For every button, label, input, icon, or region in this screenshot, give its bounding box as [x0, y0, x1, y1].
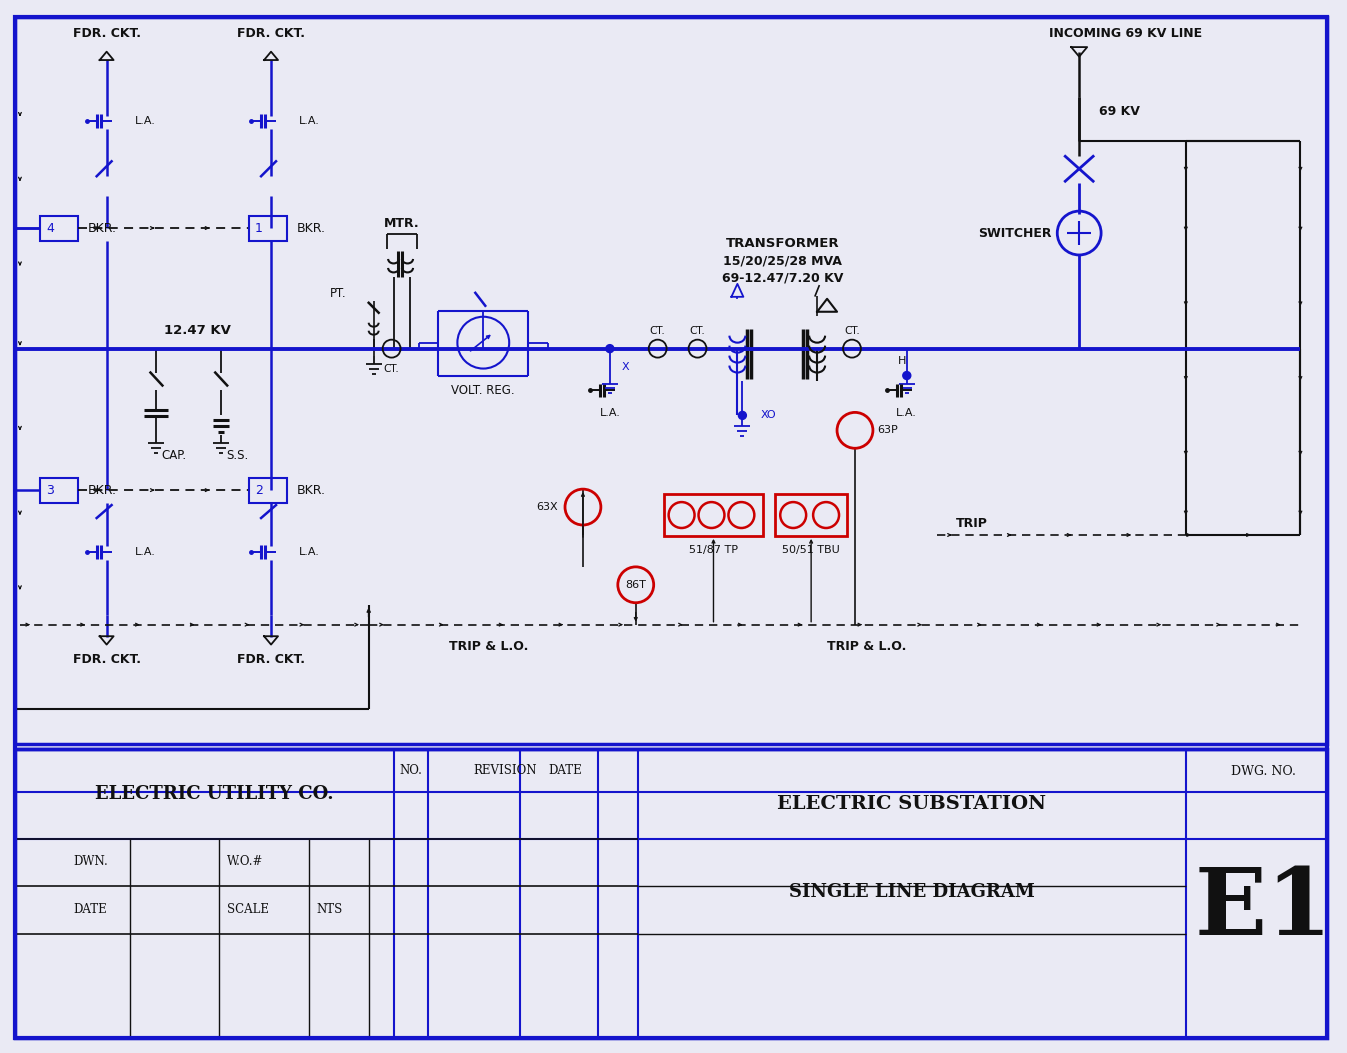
- Text: 2: 2: [255, 483, 263, 497]
- Text: BKR.: BKR.: [296, 483, 326, 497]
- Bar: [40, 216, 78, 241]
- Text: L.A.: L.A.: [599, 409, 620, 418]
- Text: L.A.: L.A.: [299, 547, 319, 557]
- Bar: [776, 494, 847, 536]
- Text: 50/51 TBU: 50/51 TBU: [783, 544, 841, 555]
- Text: CT.: CT.: [690, 325, 706, 336]
- Text: BKR.: BKR.: [296, 221, 326, 235]
- Text: ELECTRIC UTILITY CO.: ELECTRIC UTILITY CO.: [94, 786, 334, 803]
- Text: 51/87 TP: 51/87 TP: [688, 544, 738, 555]
- Text: L.A.: L.A.: [896, 409, 917, 418]
- Text: DWN.: DWN.: [74, 855, 109, 869]
- Text: 63P: 63P: [877, 425, 897, 435]
- Text: CT.: CT.: [845, 325, 859, 336]
- Text: TRANSFORMER: TRANSFORMER: [726, 237, 839, 250]
- Bar: [40, 478, 78, 503]
- Text: X: X: [622, 361, 629, 372]
- Text: DATE: DATE: [548, 763, 582, 777]
- Text: 3: 3: [46, 483, 54, 497]
- Text: 69-12.47/7.20 KV: 69-12.47/7.20 KV: [722, 272, 843, 284]
- Text: CT.: CT.: [384, 363, 400, 374]
- Text: FDR. CKT.: FDR. CKT.: [73, 27, 140, 40]
- Text: VOLT. REG.: VOLT. REG.: [451, 384, 515, 397]
- Text: FDR. CKT.: FDR. CKT.: [73, 653, 140, 667]
- Bar: [15, 17, 1327, 744]
- Text: SINGLE LINE DIAGRAM: SINGLE LINE DIAGRAM: [789, 882, 1034, 900]
- Text: ELECTRIC SUBSTATION: ELECTRIC SUBSTATION: [777, 795, 1047, 813]
- Text: NTS: NTS: [317, 903, 343, 916]
- Text: L.A.: L.A.: [135, 547, 155, 557]
- Circle shape: [606, 344, 614, 353]
- Text: SWITCHER: SWITCHER: [978, 226, 1051, 239]
- Text: TRIP: TRIP: [955, 517, 987, 530]
- Text: DWG. NO.: DWG. NO.: [1231, 764, 1296, 777]
- Text: REVISION: REVISION: [473, 763, 537, 777]
- Circle shape: [902, 372, 911, 379]
- Text: TRIP & L.O.: TRIP & L.O.: [449, 640, 528, 653]
- Text: 69 KV: 69 KV: [1099, 105, 1140, 118]
- Text: XO: XO: [760, 411, 776, 420]
- Text: E1: E1: [1195, 863, 1332, 954]
- Text: NO.: NO.: [399, 763, 422, 777]
- Text: SCALE: SCALE: [228, 903, 269, 916]
- Bar: [15, 750, 1327, 1038]
- Text: DATE: DATE: [74, 903, 108, 916]
- Text: L.A.: L.A.: [135, 117, 155, 126]
- Text: INCOMING 69 KV LINE: INCOMING 69 KV LINE: [1049, 27, 1203, 40]
- Text: TRIP & L.O.: TRIP & L.O.: [827, 640, 907, 653]
- Text: L.A.: L.A.: [299, 117, 319, 126]
- Text: 4: 4: [46, 221, 54, 235]
- Circle shape: [738, 412, 746, 419]
- Text: 1: 1: [255, 221, 263, 235]
- Text: W.O.#: W.O.#: [228, 855, 264, 869]
- Text: CT.: CT.: [649, 325, 665, 336]
- Bar: [664, 494, 764, 536]
- Text: 86T: 86T: [625, 580, 647, 590]
- Text: 63X: 63X: [536, 502, 558, 512]
- Text: PT.: PT.: [330, 287, 346, 300]
- Text: CAP.: CAP.: [162, 449, 186, 462]
- Bar: [249, 216, 287, 241]
- Text: 12.47 KV: 12.47 KV: [164, 324, 230, 337]
- Text: FDR. CKT.: FDR. CKT.: [237, 27, 304, 40]
- Text: H: H: [897, 356, 907, 365]
- Text: S.S.: S.S.: [226, 449, 248, 462]
- Bar: [249, 478, 287, 503]
- Text: FDR. CKT.: FDR. CKT.: [237, 653, 304, 667]
- Text: BKR.: BKR.: [88, 221, 117, 235]
- Text: 15/20/25/28 MVA: 15/20/25/28 MVA: [723, 255, 842, 267]
- Text: BKR.: BKR.: [88, 483, 117, 497]
- Text: MTR.: MTR.: [384, 217, 419, 230]
